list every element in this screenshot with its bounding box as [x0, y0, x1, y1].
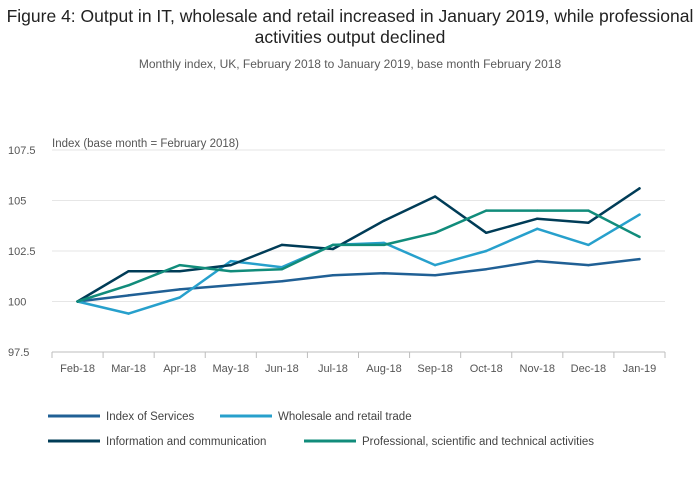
- data-point[interactable]: [382, 219, 386, 222]
- legend-label: Information and communication: [106, 436, 266, 448]
- data-point[interactable]: [382, 243, 386, 247]
- data-point[interactable]: [76, 300, 79, 303]
- data-point[interactable]: [331, 247, 335, 251]
- y-axis-label: Index (base month = February 2018): [52, 138, 239, 150]
- data-point[interactable]: [433, 263, 437, 267]
- series-2: [76, 187, 641, 303]
- data-point[interactable]: [485, 231, 488, 235]
- axes: 97.5 100 102.5 105 107.5 Feb-18 Mar-18 Apr-18 Ma…: [8, 145, 666, 375]
- legend-item[interactable]: Professional, scientific and technical a…: [304, 436, 594, 448]
- data-point[interactable]: [178, 263, 181, 267]
- series-1: [76, 213, 641, 315]
- data-point[interactable]: [229, 270, 232, 273]
- series-line[interactable]: [76, 213, 641, 315]
- data-point[interactable]: [229, 284, 232, 287]
- series-3: [76, 209, 641, 303]
- data-point[interactable]: [127, 294, 130, 297]
- y-tick-label: 105: [8, 196, 26, 208]
- data-point[interactable]: [229, 263, 232, 267]
- legend-item[interactable]: Wholesale and retail trade: [220, 411, 412, 423]
- data-point[interactable]: [536, 217, 539, 220]
- x-tick-label: May-18: [212, 363, 249, 375]
- data-point[interactable]: [485, 249, 488, 253]
- data-point[interactable]: [485, 209, 488, 212]
- series-lines: [76, 187, 641, 315]
- legend-label: Index of Services: [106, 411, 194, 423]
- legend-label: Professional, scientific and technical a…: [362, 436, 594, 448]
- x-tick-label: Feb-18: [60, 363, 95, 375]
- chart-title: Figure 4: Output in IT, wholesale and re…: [6, 6, 694, 47]
- gridlines: [52, 149, 665, 302]
- x-tick-label: Aug-18: [366, 363, 401, 375]
- series-0: [76, 257, 641, 303]
- data-point[interactable]: [331, 274, 335, 277]
- data-point[interactable]: [433, 195, 437, 198]
- legend-label: Wholesale and retail trade: [278, 411, 412, 423]
- data-point[interactable]: [229, 259, 232, 263]
- data-point[interactable]: [280, 267, 284, 271]
- x-tick-label: Mar-18: [111, 363, 146, 375]
- series-line[interactable]: [76, 209, 641, 303]
- data-point[interactable]: [127, 312, 130, 315]
- data-point[interactable]: [587, 263, 590, 267]
- data-point[interactable]: [127, 284, 130, 287]
- x-tick-label: Jan-19: [623, 363, 657, 375]
- chart-subtitle: Monthly index, UK, February 2018 to Janu…: [138, 57, 562, 71]
- data-point[interactable]: [536, 209, 539, 212]
- x-tick-label: Apr-18: [163, 363, 196, 375]
- x-tick-label: Jul-18: [318, 363, 348, 375]
- data-point[interactable]: [331, 243, 335, 247]
- data-point[interactable]: [638, 257, 641, 261]
- x-tick-label: Sep-18: [417, 363, 452, 375]
- x-tick-label: Nov-18: [520, 363, 555, 375]
- data-point[interactable]: [178, 296, 181, 299]
- data-point[interactable]: [587, 209, 590, 212]
- data-point[interactable]: [178, 288, 181, 291]
- y-tick-label: 107.5: [8, 145, 36, 157]
- data-point[interactable]: [536, 227, 539, 230]
- x-tick-label: Jun-18: [265, 363, 299, 375]
- y-tick-label: 97.5: [8, 347, 29, 359]
- legend-item[interactable]: Information and communication: [48, 436, 266, 448]
- series-line[interactable]: [76, 257, 641, 303]
- data-point[interactable]: [638, 213, 641, 216]
- y-tick-label: 100: [8, 297, 26, 309]
- x-tick-label: Oct-18: [470, 363, 503, 375]
- data-point[interactable]: [587, 221, 590, 224]
- legend: Index of Services Wholesale and retail tr…: [48, 411, 594, 448]
- data-point[interactable]: [638, 235, 641, 239]
- data-point[interactable]: [433, 231, 437, 235]
- data-point[interactable]: [638, 187, 641, 190]
- data-point[interactable]: [127, 270, 130, 273]
- data-point[interactable]: [587, 243, 590, 247]
- y-tick-label: 102.5: [8, 246, 36, 258]
- data-point[interactable]: [178, 270, 181, 273]
- data-point[interactable]: [280, 280, 284, 283]
- data-point[interactable]: [433, 274, 437, 277]
- legend-item[interactable]: Index of Services: [48, 411, 194, 423]
- data-point[interactable]: [485, 267, 488, 271]
- x-tick-label: Dec-18: [571, 363, 606, 375]
- series-line[interactable]: [76, 187, 641, 303]
- data-point[interactable]: [382, 272, 386, 275]
- data-point[interactable]: [280, 243, 284, 247]
- data-point[interactable]: [536, 259, 539, 263]
